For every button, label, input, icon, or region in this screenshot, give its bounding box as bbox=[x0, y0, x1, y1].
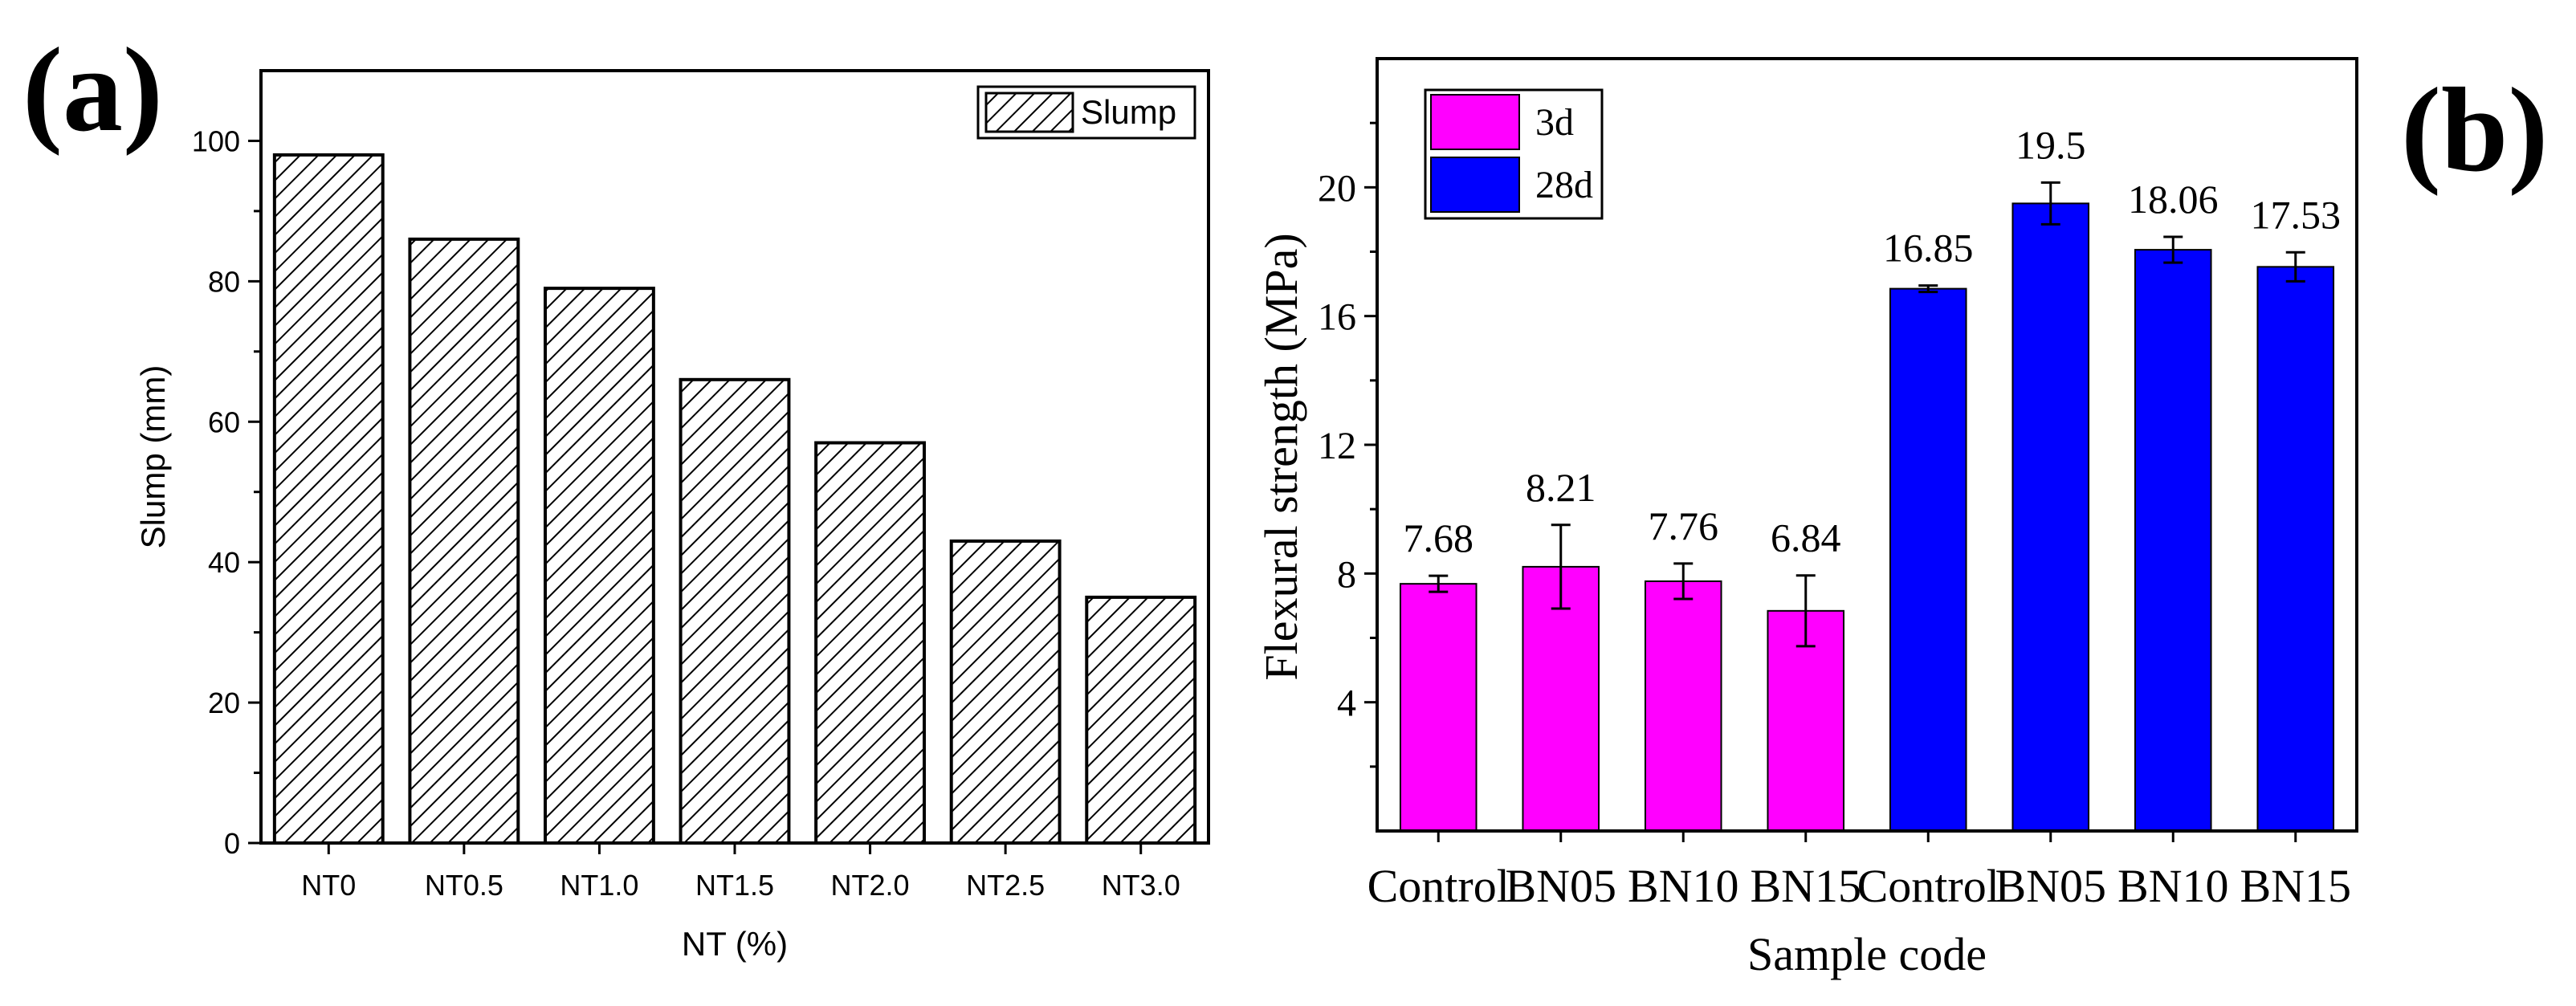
x-tick-label: NT1.5 bbox=[695, 869, 774, 902]
y-tick-label: 40 bbox=[208, 546, 240, 579]
y-tick-label: 100 bbox=[192, 124, 240, 157]
chart-a-y-label: Slump (mm) bbox=[134, 365, 172, 549]
bar-bn05-3d bbox=[1522, 565, 1600, 832]
y-tick-label: 20 bbox=[208, 686, 240, 719]
x-tick-label: NT0 bbox=[301, 869, 356, 902]
x-tick-label: BN10 bbox=[1628, 860, 1739, 912]
chart-a-legend: Slump bbox=[976, 85, 1196, 140]
bar-control-3d bbox=[1399, 583, 1478, 832]
bar-bn15-28d bbox=[2256, 266, 2335, 832]
x-tick-label: NT1.0 bbox=[560, 869, 638, 902]
bar-bn05-28d bbox=[2011, 202, 2090, 832]
chart-a-plot-frame bbox=[259, 69, 1210, 845]
y-tick-label: 12 bbox=[1318, 425, 1356, 467]
legend-swatch-28d bbox=[1430, 157, 1520, 213]
x-tick-label: BN10 bbox=[2117, 860, 2229, 912]
y-tick-label: 60 bbox=[208, 405, 240, 438]
chart-b-y-label: Flexural strength (MPa) bbox=[1255, 233, 1307, 680]
chart-a-y-ticks: 0 20 40 60 80 100 bbox=[192, 124, 261, 860]
x-tick-label: BN15 bbox=[1750, 860, 1861, 912]
chart-b-error-bars bbox=[1429, 181, 2305, 648]
data-label: 6.84 bbox=[1771, 515, 1841, 560]
x-tick-label: NT2.5 bbox=[966, 869, 1045, 902]
data-label: 16.85 bbox=[1883, 226, 1974, 271]
x-tick-label: NT3.0 bbox=[1102, 869, 1180, 902]
x-tick-label: NT2.0 bbox=[831, 869, 910, 902]
bar-nt0-5 bbox=[408, 237, 520, 845]
chart-b-x-label: Sample code bbox=[1747, 928, 1987, 980]
bar-nt0 bbox=[272, 153, 385, 845]
chart-a-x-ticks: NT0 NT0.5 NT1.0 NT1.5 NT2.0 NT2.5 NT3.0 bbox=[301, 843, 1180, 902]
legend-swatch-slump bbox=[984, 92, 1074, 133]
bar-bn15-3d bbox=[1767, 609, 1845, 833]
y-tick-label: 8 bbox=[1337, 553, 1356, 596]
bar-nt2-5 bbox=[949, 539, 1062, 845]
legend-label-28d: 28d bbox=[1535, 164, 1593, 206]
x-tick-label: Control bbox=[1857, 860, 1999, 912]
chart-a: 0 20 40 60 80 100 NT0 NT0.5 NT1.0 NT1.5 NT2.0 NT2.… bbox=[134, 69, 1210, 963]
data-label: 18.06 bbox=[2128, 177, 2219, 222]
data-label: 8.21 bbox=[1526, 465, 1596, 510]
chart-b-legend: 3d 28d bbox=[1424, 88, 1604, 220]
chart-b-bars bbox=[1399, 202, 2335, 833]
x-tick-label: BN05 bbox=[1505, 860, 1616, 912]
y-tick-label: 16 bbox=[1318, 296, 1356, 339]
y-tick-label: 80 bbox=[208, 265, 240, 298]
x-tick-label: BN05 bbox=[1995, 860, 2106, 912]
data-label: 19.5 bbox=[2016, 122, 2086, 167]
y-tick-label: 20 bbox=[1318, 167, 1356, 210]
panel-b-tag: (b) bbox=[2401, 63, 2548, 197]
x-tick-label: BN15 bbox=[2240, 860, 2351, 912]
legend-swatch-3d bbox=[1430, 94, 1520, 150]
bar-nt1-5 bbox=[679, 377, 791, 845]
bar-nt1-0 bbox=[544, 287, 655, 845]
x-tick-label: NT0.5 bbox=[425, 869, 503, 902]
x-tick-label: Control bbox=[1367, 860, 1510, 912]
data-label: 7.68 bbox=[1404, 515, 1474, 560]
chart-b: 7.68 8.21 7.76 6.84 16.85 19.5 18.06 17.53 4 8 12… bbox=[1255, 57, 2358, 980]
chart-b-plot-frame bbox=[1376, 57, 2358, 833]
chart-b-data-labels: 7.68 8.21 7.76 6.84 16.85 19.5 18.06 17.53 bbox=[1404, 122, 2342, 560]
legend-label-slump: Slump bbox=[1081, 93, 1176, 131]
y-tick-label: 4 bbox=[1337, 682, 1356, 725]
bar-bn10-28d bbox=[2134, 249, 2212, 833]
bar-nt2-0 bbox=[814, 441, 927, 845]
y-tick-label: 0 bbox=[224, 827, 240, 860]
chart-a-x-label: NT (%) bbox=[682, 925, 788, 963]
chart-b-y-ticks: 4 8 12 16 20 bbox=[1318, 121, 1377, 768]
data-label: 7.76 bbox=[1649, 503, 1719, 548]
bar-bn10-3d bbox=[1644, 580, 1722, 832]
panel-a-tag: (a) bbox=[22, 23, 163, 157]
data-label: 17.53 bbox=[2251, 192, 2342, 237]
bar-control-28d bbox=[1889, 287, 1967, 832]
bar-nt3-0 bbox=[1085, 595, 1197, 845]
chart-a-bars bbox=[272, 153, 1197, 845]
legend-label-3d: 3d bbox=[1535, 101, 1574, 144]
